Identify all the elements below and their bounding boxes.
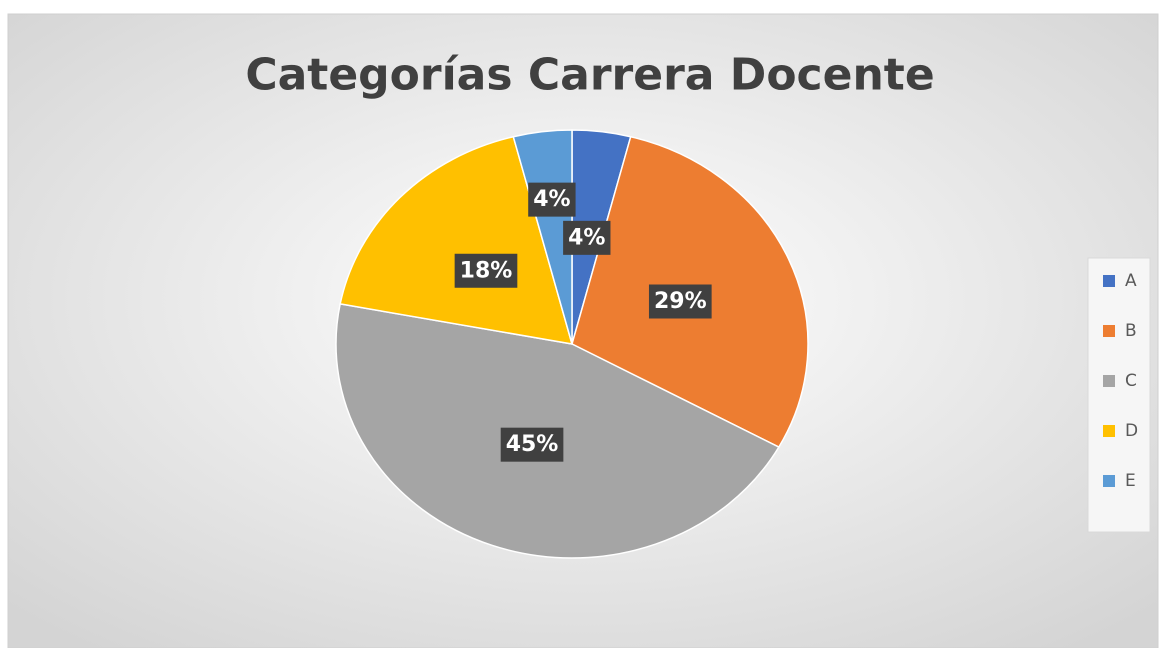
data-label-box (528, 182, 576, 217)
data-label: 29% (654, 289, 707, 314)
data-label: 45% (506, 432, 559, 457)
legend-swatch (1103, 475, 1115, 487)
legend-label: D (1125, 421, 1138, 441)
data-label-box (500, 427, 564, 462)
legend-label: B (1125, 321, 1137, 341)
legend-label: E (1125, 471, 1136, 491)
data-label-box (454, 253, 518, 288)
data-label: 4% (533, 187, 570, 212)
pie-slice (339, 135, 574, 345)
data-label: 18% (460, 258, 513, 283)
legend-swatch (1103, 425, 1115, 437)
legend-label: A (1125, 271, 1137, 291)
legend-swatch (1103, 375, 1115, 387)
data-label-box (563, 220, 611, 255)
legend-swatch (1103, 325, 1115, 337)
legend (1087, 257, 1151, 533)
legend-label: C (1125, 371, 1137, 391)
data-label-box (648, 284, 712, 319)
data-label: 4% (568, 225, 605, 250)
legend-swatch (1103, 275, 1115, 287)
chart-title: Categorías Carrera Docente (245, 50, 934, 101)
